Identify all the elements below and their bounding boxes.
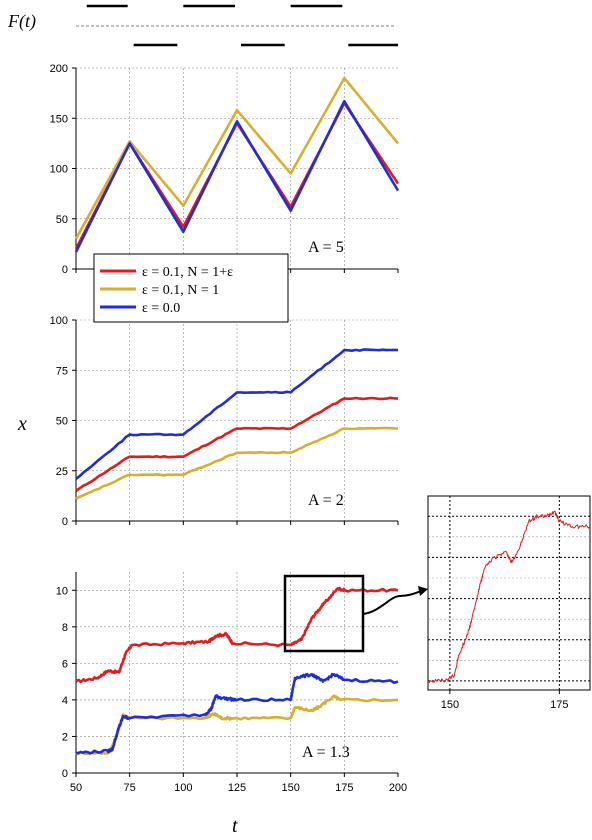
legend-entry-gold: ε = 0.1, N = 1	[142, 283, 219, 298]
panel-a5: 0 50 100 150 200 A = 5	[50, 63, 400, 276]
y-tick-label: 100	[50, 315, 68, 327]
x-tick-label: 50	[70, 782, 82, 794]
y-tick-label: 8	[62, 622, 68, 634]
y-tick-label: 0	[62, 516, 68, 528]
legend-entry-blue: ε = 0.0	[142, 301, 180, 316]
x-tick-label: 150	[281, 782, 299, 794]
series-line	[75, 396, 398, 492]
y-tick-label: 0	[62, 768, 68, 780]
series-line	[75, 348, 399, 480]
panel-a2: 0 25 50 75 100 A = 2	[50, 315, 399, 528]
panel-annotation: A = 1.3	[302, 744, 350, 761]
inset-x-tick-label: 150	[441, 699, 459, 711]
panel-annotation: A = 5	[308, 239, 344, 256]
series-line	[74, 76, 400, 240]
series-line	[75, 672, 399, 755]
panel-a13: 0 2 4 6 8 10 50 75 100 125 150 175 200 A = 1.3	[56, 572, 407, 794]
forcing-strip: F(t)	[7, 4, 398, 47]
y-tick-label: 0	[62, 264, 68, 276]
x-tick-label: 100	[174, 782, 192, 794]
x-tick-label: 200	[389, 782, 407, 794]
inset-frame	[427, 495, 591, 691]
x-tick-label: 75	[124, 782, 136, 794]
y-tick-label: 2	[62, 731, 68, 743]
x-tick-label: 125	[228, 782, 246, 794]
series-line	[75, 586, 399, 684]
legend-entry-red: ε = 0.1, N = 1+ε	[142, 265, 233, 280]
y-tick-label: 75	[56, 365, 68, 377]
x-axis-label: t	[232, 815, 238, 837]
inset-panel: 150 175	[427, 495, 591, 711]
y-tick-label: 25	[56, 466, 68, 478]
legend: ε = 0.1, N = 1+ε ε = 0.1, N = 1 ε = 0.0	[93, 253, 289, 323]
inset-x-tick-label: 175	[550, 699, 568, 711]
x-tick-label: 175	[335, 782, 353, 794]
series-line	[75, 426, 399, 501]
y-tick-label: 100	[50, 164, 68, 176]
y-tick-label: 50	[56, 416, 68, 428]
y-tick-label: 50	[56, 214, 68, 226]
y-tick-label: 4	[62, 695, 68, 707]
legend-box	[93, 253, 289, 323]
y-tick-label: 200	[50, 63, 68, 75]
zoom-arrow-head	[418, 586, 428, 596]
y-axis-label: x	[17, 413, 27, 435]
forcing-label: F(t)	[7, 11, 36, 32]
zoom-arrow	[362, 589, 425, 615]
zoom-box	[283, 574, 365, 653]
y-tick-label: 150	[50, 113, 68, 125]
series-line	[74, 99, 400, 253]
panel-annotation: A = 2	[308, 492, 344, 509]
y-tick-label: 6	[62, 658, 68, 670]
inset-series-line	[427, 510, 591, 683]
y-tick-label: 10	[56, 585, 68, 597]
